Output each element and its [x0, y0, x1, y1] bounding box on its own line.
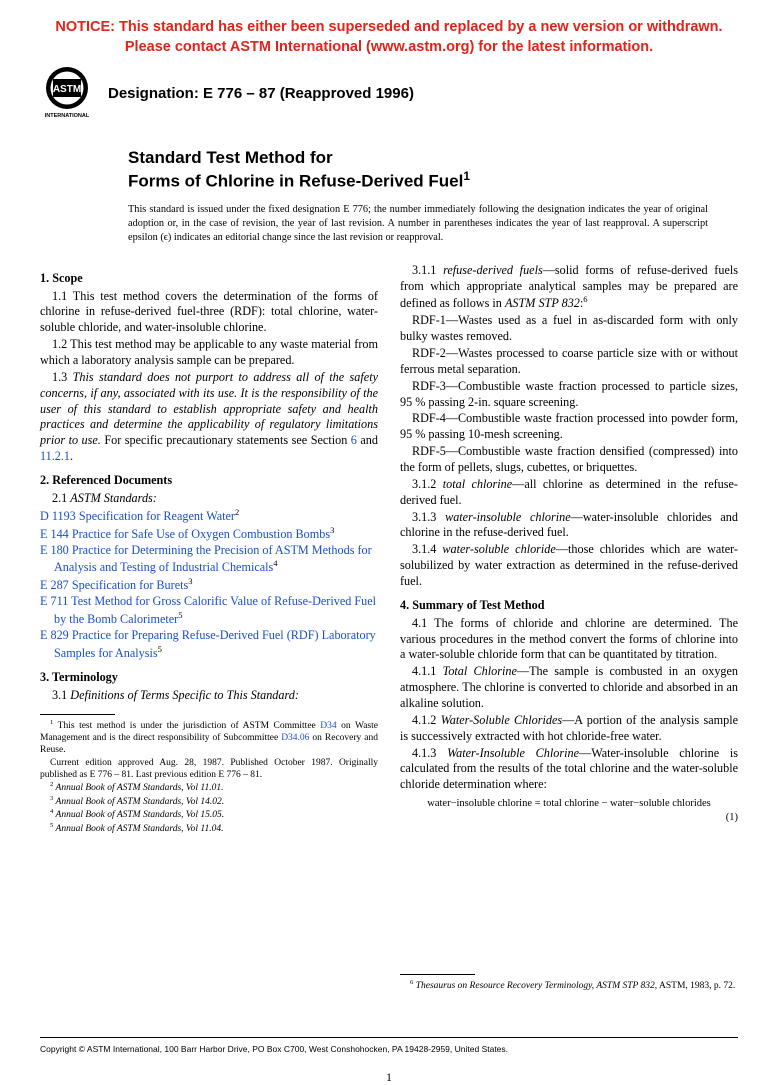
para-3.1.1: 3.1.1 refuse-derived fuels—solid forms o… — [400, 263, 738, 313]
svg-text:ASTM: ASTM — [53, 84, 81, 95]
reference-item[interactable]: E 829 Practice for Preparing Refuse-Deri… — [40, 628, 378, 662]
footnote-rule — [40, 714, 115, 715]
para-4.1.1: 4.1.1 Total Chlorine—The sample is combu… — [400, 664, 738, 712]
footnote-4: 4 Annual Book of ASTM Standards, Vol 15.… — [40, 808, 378, 822]
footnote-1-cont: Current edition approved Aug. 28, 1987. … — [40, 757, 378, 782]
para-3.1.3: 3.1.3 water-insoluble chlorine—water-ins… — [400, 510, 738, 542]
reference-item[interactable]: E 711 Test Method for Gross Calorific Va… — [40, 594, 378, 628]
copyright: Copyright © ASTM International, 100 Barr… — [40, 1044, 738, 1054]
link-d34[interactable]: D34 — [320, 721, 336, 731]
footnote-2: 2 Annual Book of ASTM Standards, Vol 11.… — [40, 781, 378, 795]
svg-text:INTERNATIONAL: INTERNATIONAL — [45, 113, 90, 119]
reference-item[interactable]: D 1193 Specification for Reagent Water2 — [40, 507, 378, 525]
references-list: D 1193 Specification for Reagent Water2E… — [40, 507, 378, 662]
para-1.2: 1.2 This test method may be applicable t… — [40, 337, 378, 369]
section-2-head: 2. Referenced Documents — [40, 473, 378, 489]
para-4.1.3: 4.1.3 Water-Insoluble Chlorine—Water-ins… — [400, 746, 738, 794]
para-4.1.2: 4.1.2 Water-Soluble Chlorides—A portion … — [400, 713, 738, 745]
para-2.1: 2.1 ASTM Standards: — [40, 491, 378, 507]
para-1.1: 1.1 This test method covers the determin… — [40, 289, 378, 337]
equation-1: water−insoluble chlorine = total chlorin… — [400, 797, 738, 811]
right-footnotes: 6 Thesaurus on Resource Recovery Termino… — [400, 979, 738, 993]
title-line1: Standard Test Method for — [128, 147, 738, 169]
notice-line1: NOTICE: This standard has either been su… — [55, 19, 722, 35]
header: ASTM INTERNATIONAL Designation: E 776 – … — [40, 65, 738, 121]
page-number: 1 — [0, 1070, 778, 1085]
bottom-rule — [40, 1037, 738, 1038]
title-block: Standard Test Method for Forms of Chlori… — [128, 147, 738, 193]
rdf-4: RDF-4—Combustible waste fraction process… — [400, 411, 738, 443]
para-1.3: 1.3 This standard does not purport to ad… — [40, 370, 378, 465]
footnote-5: 5 Annual Book of ASTM Standards, Vol 11.… — [40, 822, 378, 836]
astm-logo: ASTM INTERNATIONAL — [40, 65, 94, 121]
section-4-head: 4. Summary of Test Method — [400, 598, 738, 614]
reference-item[interactable]: E 180 Practice for Determining the Preci… — [40, 543, 378, 577]
para-4.1: 4.1 The forms of chloride and chlorine a… — [400, 616, 738, 664]
left-column: 1. Scope 1.1 This test method covers the… — [40, 263, 378, 993]
rdf-1: RDF-1—Wastes used as a fuel in as-discar… — [400, 313, 738, 345]
title-line2: Forms of Chlorine in Refuse-Derived Fuel… — [128, 169, 738, 193]
issuance-note: This standard is issued under the fixed … — [128, 203, 708, 245]
rdf-5: RDF-5—Combustible waste fraction densifi… — [400, 444, 738, 476]
para-3.1.4: 3.1.4 water-soluble chloride—those chlor… — [400, 542, 738, 590]
para-3.1: 3.1 Definitions of Terms Specific to Thi… — [40, 688, 378, 704]
rdf-3: RDF-3—Combustible waste fraction process… — [400, 379, 738, 411]
right-column: 3.1.1 refuse-derived fuels—solid forms o… — [400, 263, 738, 993]
notice-banner: NOTICE: This standard has either been su… — [40, 18, 738, 57]
left-footnotes: 1 This test method is under the jurisdic… — [40, 719, 378, 836]
footnote-6: 6 Thesaurus on Resource Recovery Termino… — [400, 979, 738, 993]
footnote-3: 3 Annual Book of ASTM Standards, Vol 14.… — [40, 795, 378, 809]
section-3-head: 3. Terminology — [40, 670, 378, 686]
footnote-rule-right — [400, 974, 475, 975]
body-columns: 1. Scope 1.1 This test method covers the… — [40, 263, 738, 993]
reference-item[interactable]: E 287 Specification for Burets3 — [40, 576, 378, 594]
link-1121[interactable]: 11.2.1 — [40, 449, 70, 463]
para-3.1.2: 3.1.2 total chlorine—all chlorine as det… — [400, 477, 738, 509]
designation: Designation: E 776 – 87 (Reapproved 1996… — [108, 85, 414, 102]
reference-item[interactable]: E 144 Practice for Safe Use of Oxygen Co… — [40, 525, 378, 543]
notice-line2: Please contact ASTM International (www.a… — [125, 39, 653, 55]
footnote-1: 1 This test method is under the jurisdic… — [40, 719, 378, 757]
link-d3406[interactable]: D34.06 — [281, 733, 309, 743]
section-1-head: 1. Scope — [40, 271, 378, 287]
rdf-2: RDF-2—Wastes processed to coarse particl… — [400, 346, 738, 378]
